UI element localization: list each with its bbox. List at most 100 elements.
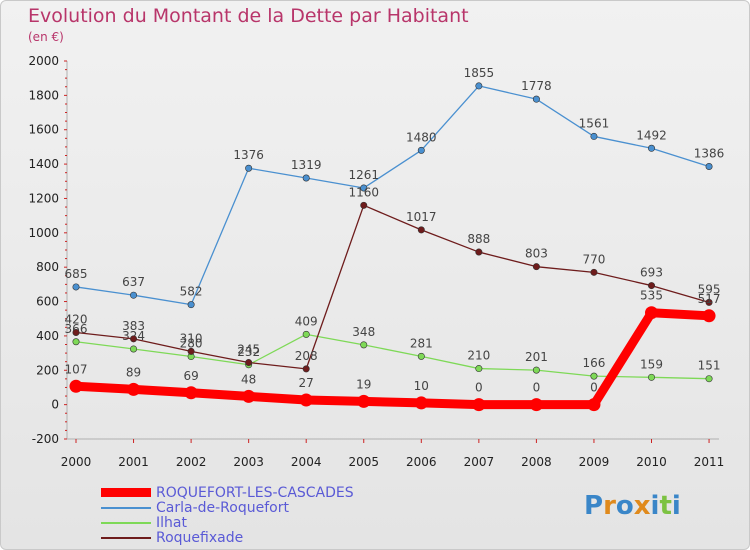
- data-label: 517: [698, 292, 721, 306]
- data-label: 232: [237, 345, 260, 359]
- data-point: [475, 82, 483, 90]
- data-label: 201: [525, 350, 548, 364]
- data-point: [587, 398, 601, 412]
- data-point: [302, 174, 310, 182]
- data-point: [302, 330, 310, 338]
- data-point: [590, 132, 598, 140]
- data-label: 0: [590, 381, 598, 395]
- data-point: [417, 226, 425, 234]
- x-tick-label: 2007: [464, 455, 495, 469]
- legend-entry: Ilhat: [101, 514, 354, 531]
- data-label: 208: [295, 349, 318, 363]
- data-label: 210: [467, 349, 490, 363]
- data-label: 107: [65, 362, 88, 376]
- data-point: [472, 398, 486, 412]
- data-label: 1261: [348, 168, 379, 182]
- data-label: 1778: [521, 79, 552, 93]
- data-point: [187, 347, 195, 355]
- logo-letter: o: [615, 491, 634, 521]
- legend-label: Roquefixade: [156, 529, 244, 546]
- series-line-3: [75, 204, 710, 370]
- x-tick-label: 2008: [521, 455, 552, 469]
- data-label: 1017: [406, 210, 437, 224]
- chart-subtitle: (en €): [28, 30, 64, 44]
- x-tick-label: 2006: [406, 455, 437, 469]
- x-tick-label: 2011: [694, 455, 725, 469]
- y-tick-label: -200: [32, 432, 59, 446]
- series-line-0: [71, 308, 714, 410]
- data-label: 595: [698, 282, 721, 296]
- data-point: [72, 338, 80, 346]
- data-label: 535: [640, 289, 663, 303]
- y-tick-label: 2000: [28, 54, 59, 68]
- data-label: 48: [241, 372, 256, 386]
- proxiti-logo: Proxiti: [584, 491, 681, 521]
- data-point: [417, 146, 425, 154]
- data-label: 159: [640, 357, 663, 371]
- logo-letter: i: [671, 491, 681, 521]
- logo-letter: t: [659, 491, 672, 521]
- data-point: [647, 282, 655, 290]
- data-point: [475, 365, 483, 373]
- y-tick-label: 1400: [28, 157, 59, 171]
- data-label: 685: [65, 267, 88, 281]
- data-point: [302, 365, 310, 373]
- x-tick-label: 2010: [636, 455, 667, 469]
- y-tick-label: 600: [36, 295, 59, 309]
- data-point: [187, 301, 195, 309]
- legend-entry: ROQUEFORT-LES-CASCADES: [101, 485, 354, 501]
- series-line-1: [75, 85, 710, 306]
- legend-entry: Roquefixade: [101, 529, 354, 546]
- data-label: 420: [65, 312, 88, 326]
- data-label: 1492: [636, 128, 667, 142]
- data-label: 366: [65, 322, 88, 336]
- data-point: [702, 309, 716, 323]
- data-label: 888: [467, 232, 490, 246]
- data-label: 27: [299, 376, 314, 390]
- data-label: 69: [183, 369, 198, 383]
- data-label: 0: [475, 381, 483, 395]
- legend-swatch: [101, 536, 151, 539]
- data-label: 19: [356, 377, 371, 391]
- data-label: 245: [237, 343, 260, 357]
- x-tick-label: 2002: [176, 455, 207, 469]
- data-label: 409: [295, 314, 318, 328]
- data-point: [360, 201, 368, 209]
- data-label: 582: [180, 285, 203, 299]
- data-label: 637: [122, 275, 145, 289]
- data-label: 770: [582, 252, 605, 266]
- x-tick-label: 2000: [61, 455, 92, 469]
- data-label: 383: [122, 319, 145, 333]
- data-label: 1319: [291, 158, 322, 172]
- data-point: [245, 164, 253, 172]
- legend-label: Ilhat: [156, 514, 187, 531]
- data-point: [532, 263, 540, 271]
- logo-letter: i: [650, 491, 660, 521]
- data-label: 1386: [694, 146, 725, 160]
- legend-swatch: [101, 521, 151, 524]
- logo-letter: r: [603, 491, 616, 521]
- y-tick-label: 1200: [28, 191, 59, 205]
- data-point: [590, 372, 598, 380]
- data-label: 1376: [233, 148, 264, 162]
- data-label: 348: [352, 325, 375, 339]
- data-point: [72, 283, 80, 291]
- data-point: [417, 352, 425, 360]
- data-point: [184, 386, 198, 400]
- data-point: [72, 328, 80, 336]
- data-point: [414, 396, 428, 410]
- legend-label: Carla-de-Roquefort: [156, 499, 289, 516]
- x-tick-label: 2003: [233, 455, 264, 469]
- chart-legend: ROQUEFORT-LES-CASCADES Carla-de-Roquefort…: [101, 485, 354, 546]
- data-point: [360, 184, 368, 192]
- data-point: [130, 291, 138, 299]
- x-tick-label: 2005: [348, 455, 379, 469]
- y-tick-label: 1000: [28, 226, 59, 240]
- data-point: [357, 394, 371, 408]
- data-point: [130, 345, 138, 353]
- data-point: [475, 248, 483, 256]
- y-tick-label: 400: [36, 329, 59, 343]
- data-point: [705, 375, 713, 383]
- y-tick-label: 200: [36, 363, 59, 377]
